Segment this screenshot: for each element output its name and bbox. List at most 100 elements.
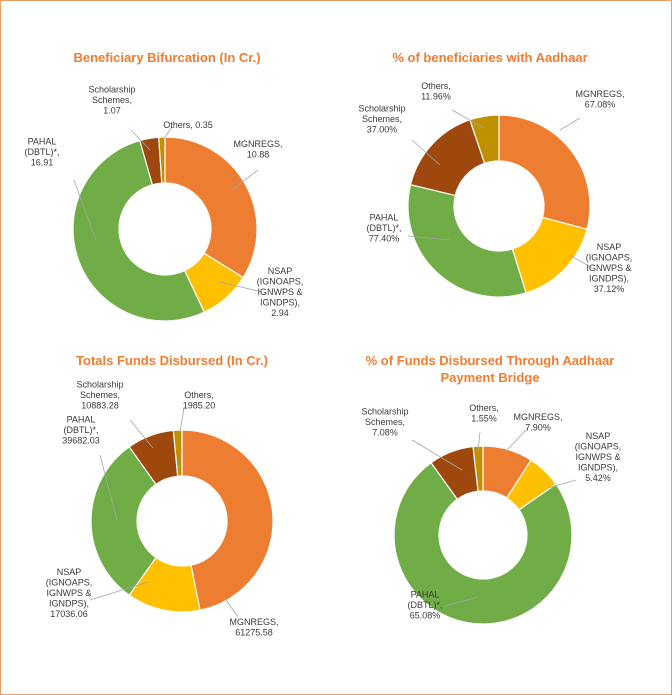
data-label-line: (DBTL)*, bbox=[63, 425, 98, 435]
leader-line-scholarship bbox=[411, 139, 441, 166]
data-label-line: 37.00% bbox=[367, 125, 398, 135]
data-label-line: PAHAL bbox=[370, 213, 399, 223]
data-label-line: 1985.20 bbox=[183, 400, 216, 410]
data-label-line: 17036.06 bbox=[50, 609, 88, 619]
data-label-line: 65.08% bbox=[410, 611, 441, 621]
data-label-line: 77.40% bbox=[369, 234, 400, 244]
data-label-others: Others, 1.55% bbox=[469, 403, 499, 424]
leader-line-pahal bbox=[444, 596, 479, 607]
leader-line-mgnregs bbox=[223, 596, 239, 618]
leader-line-others bbox=[179, 407, 185, 433]
data-label-line: 10883.28 bbox=[81, 401, 119, 411]
slice-pahal bbox=[407, 183, 527, 298]
donut-chart-1: MGNREGS, 10.88 NSAP (IGNOAPS, IGNWPS & IGNDPS… bbox=[24, 85, 303, 322]
data-label-scholarship: Scholarship Schemes, 37.00% bbox=[358, 104, 405, 135]
data-label-line: PAHAL bbox=[411, 590, 440, 600]
data-label-line: Scholarship bbox=[76, 380, 123, 390]
data-label-line: Others, bbox=[469, 403, 499, 413]
leader-line-scholarship bbox=[129, 419, 154, 449]
data-label-line: 37.12% bbox=[594, 284, 625, 294]
slice-others bbox=[472, 445, 484, 492]
data-label-line: Scholarship bbox=[358, 104, 405, 114]
data-label-mgnregs: MGNREGS, 61275.58 bbox=[229, 617, 278, 638]
data-label-line: 5.42% bbox=[585, 473, 611, 483]
data-label-line: 2.94 bbox=[271, 308, 289, 318]
data-label-line: (IGNOAPS, bbox=[586, 253, 633, 263]
data-label-line: (DBTL)*, bbox=[407, 600, 442, 610]
data-label-line: (IGNOAPS, bbox=[257, 277, 304, 287]
data-label-pahal: PAHAL (DBTL)*, 77.40% bbox=[366, 213, 401, 244]
leader-line-nsap bbox=[547, 479, 577, 489]
data-label-line: (IGNOAPS, bbox=[46, 578, 93, 588]
data-label-line: 61275.58 bbox=[235, 627, 273, 637]
donut-chart-4: MGNREGS, 7.90% NSAP (IGNOAPS, IGNWPS & IGNDPS… bbox=[361, 403, 622, 625]
data-label-line: IGNWPS & bbox=[575, 452, 620, 462]
leader-line-others bbox=[477, 431, 481, 453]
data-label-pahal: PAHAL (DBTL)*, 39682.03 bbox=[62, 415, 100, 446]
data-label-line: MGNREGS, bbox=[513, 412, 562, 422]
chart-title-beneficiaries-with-aadhaar: % of beneficiaries with Aadhaar bbox=[392, 50, 588, 65]
data-label-others: Others, 11.96% bbox=[421, 81, 451, 102]
data-label-nsap: NSAP (IGNOAPS, IGNWPS & IGNDPS), 5.42% bbox=[575, 431, 622, 483]
data-label-mgnregs: MGNREGS, 10.88 bbox=[233, 139, 282, 160]
data-label-line: 39682.03 bbox=[62, 436, 100, 446]
data-label-others: Others, 0.35 bbox=[163, 120, 213, 130]
data-label-line: IGNDPS), bbox=[589, 274, 629, 284]
leader-line-mgnregs bbox=[231, 169, 259, 191]
data-label-line: 7.08% bbox=[372, 428, 398, 438]
data-label-line: MGNREGS, bbox=[233, 139, 282, 149]
data-label-line: Schemes, bbox=[365, 417, 405, 427]
data-label-line: Schemes, bbox=[80, 390, 120, 400]
data-label-nsap: NSAP (IGNOAPS, IGNWPS & IGNDPS), 2.94 bbox=[257, 266, 304, 318]
data-label-pahal: PAHAL (DBTL)*, 65.08% bbox=[407, 590, 442, 621]
data-label-line: Others, bbox=[421, 81, 451, 91]
leader-line-scholarship bbox=[411, 439, 463, 471]
leader-line-pahal bbox=[99, 454, 118, 521]
data-label-line: Schemes, bbox=[92, 95, 132, 105]
data-label-line: PAHAL bbox=[67, 415, 96, 425]
data-label-scholarship: Scholarship Schemes, 10883.28 bbox=[76, 380, 123, 411]
leader-line-pahal bbox=[73, 179, 97, 241]
slice-nsap bbox=[511, 216, 588, 294]
data-label-line: 67.08% bbox=[585, 99, 616, 109]
data-label-line: 1.07 bbox=[103, 106, 121, 116]
chart-title-funds-through-apb: % of Funds Disbursed Through Aadhaar Pay… bbox=[365, 353, 615, 385]
data-label-line: (DBTL)*, bbox=[24, 147, 59, 157]
leader-line-pahal bbox=[407, 235, 451, 241]
data-label-line: NSAP bbox=[268, 266, 293, 276]
donut-chart-3: MGNREGS, 61275.58 NSAP (IGNOAPS, IGNWPS & IGN… bbox=[46, 380, 279, 638]
slice-pahal bbox=[72, 139, 206, 322]
data-label-line: NSAP bbox=[57, 567, 82, 577]
slice-others bbox=[158, 136, 166, 184]
data-label-line: NSAP bbox=[597, 242, 622, 252]
slice-mgnregs bbox=[181, 429, 274, 611]
slice-mgnregs bbox=[164, 136, 258, 279]
data-label-line: IGNDPS), bbox=[578, 463, 618, 473]
leader-line-scholarship bbox=[130, 129, 151, 151]
leader-line-nsap bbox=[569, 254, 593, 269]
data-label-line: PAHAL bbox=[28, 137, 57, 147]
data-label-line: 16.91 bbox=[31, 158, 54, 168]
slice-others bbox=[469, 114, 500, 165]
data-label-line: Scholarship bbox=[88, 85, 135, 95]
data-label-line: Others, 0.35 bbox=[163, 120, 213, 130]
slice-mgnregs bbox=[498, 114, 591, 230]
data-label-scholarship: Scholarship Schemes, 1.07 bbox=[88, 85, 135, 116]
data-label-pahal: PAHAL (DBTL)*, 16.91 bbox=[24, 137, 59, 168]
data-label-line: 1.55% bbox=[471, 413, 497, 423]
data-label-mgnregs: MGNREGS, 67.08% bbox=[575, 89, 624, 110]
data-label-line: 10.88 bbox=[247, 149, 270, 159]
data-label-line: 7.90% bbox=[525, 422, 551, 432]
leader-line-nsap bbox=[219, 281, 263, 293]
data-label-line: IGNDPS), bbox=[260, 298, 300, 308]
data-label-line: Schemes, bbox=[362, 114, 402, 124]
chart-title-beneficiary-bifurcation: Beneficiary Bifurcation (In Cr.) bbox=[73, 50, 261, 65]
data-label-mgnregs: MGNREGS, 7.90% bbox=[513, 412, 562, 433]
data-label-line: IGNWPS & bbox=[257, 287, 302, 297]
leader-line-nsap bbox=[89, 581, 149, 601]
data-label-line: IGNDPS), bbox=[49, 599, 89, 609]
slice-others bbox=[172, 429, 183, 477]
leader-line-mgnregs bbox=[559, 117, 581, 131]
data-label-line: (DBTL)*, bbox=[366, 223, 401, 233]
